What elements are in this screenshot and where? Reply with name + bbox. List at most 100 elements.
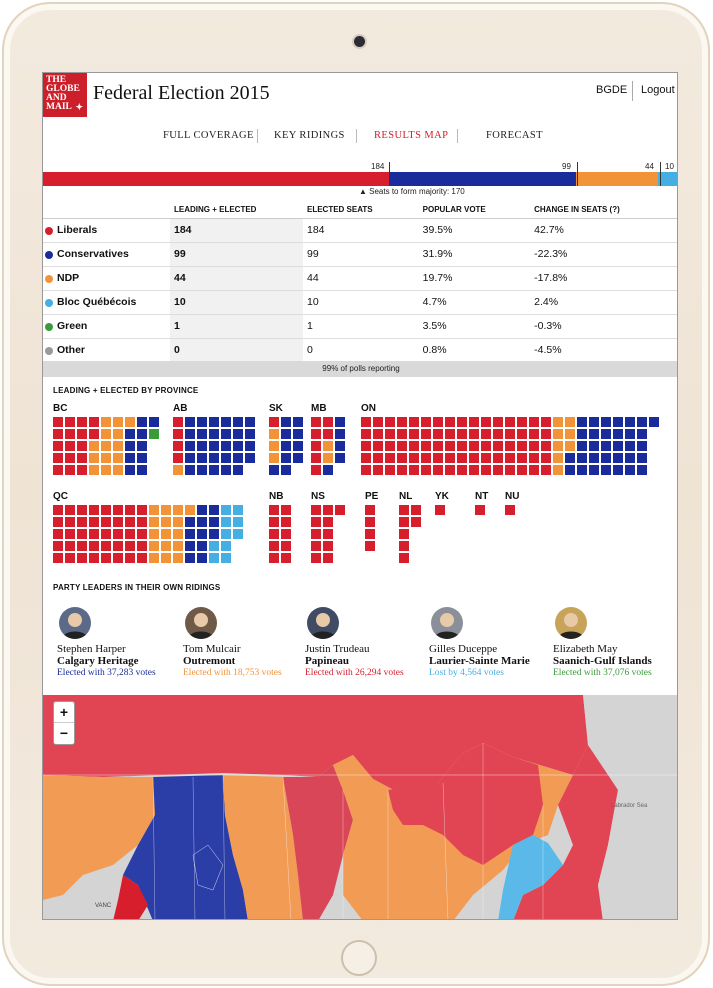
- seat-square[interactable]: [125, 553, 135, 563]
- seat-square[interactable]: [89, 429, 99, 439]
- seat-square[interactable]: [233, 553, 243, 563]
- leader-card[interactable]: Justin Trudeau Papineau Elected with 26,29…: [295, 607, 425, 678]
- seat-square[interactable]: [637, 465, 647, 475]
- seat-square[interactable]: [481, 417, 491, 427]
- seat-square[interactable]: [421, 465, 431, 475]
- zoom-in-button[interactable]: +: [54, 702, 74, 723]
- seat-square[interactable]: [65, 441, 75, 451]
- seat-square[interactable]: [149, 417, 159, 427]
- seat-square[interactable]: [209, 553, 219, 563]
- seat-square[interactable]: [101, 517, 111, 527]
- riding-map[interactable]: Labrador Sea VANC: [43, 695, 678, 920]
- seat-square[interactable]: [89, 417, 99, 427]
- seat-square[interactable]: [53, 441, 63, 451]
- seat-square[interactable]: [335, 505, 345, 515]
- seat-square[interactable]: [517, 465, 527, 475]
- seat-square[interactable]: [113, 429, 123, 439]
- seat-square[interactable]: [233, 441, 243, 451]
- seat-square[interactable]: [77, 541, 87, 551]
- seat-square[interactable]: [269, 441, 279, 451]
- seat-square[interactable]: [541, 465, 551, 475]
- seat-square[interactable]: [613, 441, 623, 451]
- seat-square[interactable]: [209, 417, 219, 427]
- seat-square[interactable]: [397, 453, 407, 463]
- seat-square[interactable]: [397, 417, 407, 427]
- seat-square[interactable]: [233, 541, 243, 551]
- seat-square[interactable]: [185, 553, 195, 563]
- seat-square[interactable]: [323, 553, 333, 563]
- seat-square[interactable]: [323, 453, 333, 463]
- seat-square[interactable]: [185, 465, 195, 475]
- seat-square[interactable]: [269, 529, 279, 539]
- seat-square[interactable]: [469, 417, 479, 427]
- seat-square[interactable]: [311, 553, 321, 563]
- seat-square[interactable]: [361, 465, 371, 475]
- seat-square[interactable]: [323, 429, 333, 439]
- seat-square[interactable]: [589, 453, 599, 463]
- seat-square[interactable]: [173, 417, 183, 427]
- seat-square[interactable]: [625, 465, 635, 475]
- seat-square[interactable]: [577, 441, 587, 451]
- seat-square[interactable]: [53, 453, 63, 463]
- seat-square[interactable]: [601, 465, 611, 475]
- seat-square[interactable]: [269, 553, 279, 563]
- seat-square[interactable]: [365, 505, 375, 515]
- seat-square[interactable]: [505, 441, 515, 451]
- seat-square[interactable]: [335, 553, 345, 563]
- leader-card[interactable]: Elizabeth May Saanich-Gulf Islands Elected…: [543, 607, 673, 678]
- seat-square[interactable]: [281, 429, 291, 439]
- seat-square[interactable]: [113, 541, 123, 551]
- seat-square[interactable]: [457, 453, 467, 463]
- seat-square[interactable]: [233, 429, 243, 439]
- seat-square[interactable]: [433, 465, 443, 475]
- seat-square[interactable]: [529, 465, 539, 475]
- seat-square[interactable]: [65, 453, 75, 463]
- seat-square[interactable]: [649, 453, 659, 463]
- seat-square[interactable]: [77, 505, 87, 515]
- seat-square[interactable]: [101, 441, 111, 451]
- seat-square[interactable]: [445, 465, 455, 475]
- seat-square[interactable]: [589, 429, 599, 439]
- seat-square[interactable]: [173, 441, 183, 451]
- seat-square[interactable]: [445, 417, 455, 427]
- seat-square[interactable]: [77, 429, 87, 439]
- seat-square[interactable]: [65, 517, 75, 527]
- seat-square[interactable]: [137, 465, 147, 475]
- seat-square[interactable]: [541, 417, 551, 427]
- seat-square[interactable]: [637, 441, 647, 451]
- seat-square[interactable]: [637, 453, 647, 463]
- seat-square[interactable]: [269, 465, 279, 475]
- seat-square[interactable]: [457, 429, 467, 439]
- seat-square[interactable]: [209, 529, 219, 539]
- seat-square[interactable]: [433, 417, 443, 427]
- seat-square[interactable]: [637, 417, 647, 427]
- seat-square[interactable]: [53, 465, 63, 475]
- seat-square[interactable]: [149, 541, 159, 551]
- seat-square[interactable]: [173, 553, 183, 563]
- seat-square[interactable]: [311, 529, 321, 539]
- seat-square[interactable]: [101, 453, 111, 463]
- seat-square[interactable]: [505, 429, 515, 439]
- seat-square[interactable]: [553, 429, 563, 439]
- seat-square[interactable]: [269, 517, 279, 527]
- seat-square[interactable]: [613, 429, 623, 439]
- seat-square[interactable]: [209, 517, 219, 527]
- seat-square[interactable]: [293, 441, 303, 451]
- results-map[interactable]: Labrador Sea VANC + −: [43, 695, 678, 920]
- seat-square[interactable]: [185, 453, 195, 463]
- seat-square[interactable]: [113, 465, 123, 475]
- seat-square[interactable]: [457, 417, 467, 427]
- seat-square[interactable]: [323, 465, 333, 475]
- seat-square[interactable]: [161, 529, 171, 539]
- seat-square[interactable]: [311, 453, 321, 463]
- seat-square[interactable]: [113, 553, 123, 563]
- seat-square[interactable]: [373, 453, 383, 463]
- seat-square[interactable]: [245, 429, 255, 439]
- seat-square[interactable]: [577, 417, 587, 427]
- seat-square[interactable]: [411, 553, 421, 563]
- seat-square[interactable]: [209, 453, 219, 463]
- seat-square[interactable]: [457, 465, 467, 475]
- seat-square[interactable]: [493, 453, 503, 463]
- seat-square[interactable]: [293, 417, 303, 427]
- seat-square[interactable]: [209, 441, 219, 451]
